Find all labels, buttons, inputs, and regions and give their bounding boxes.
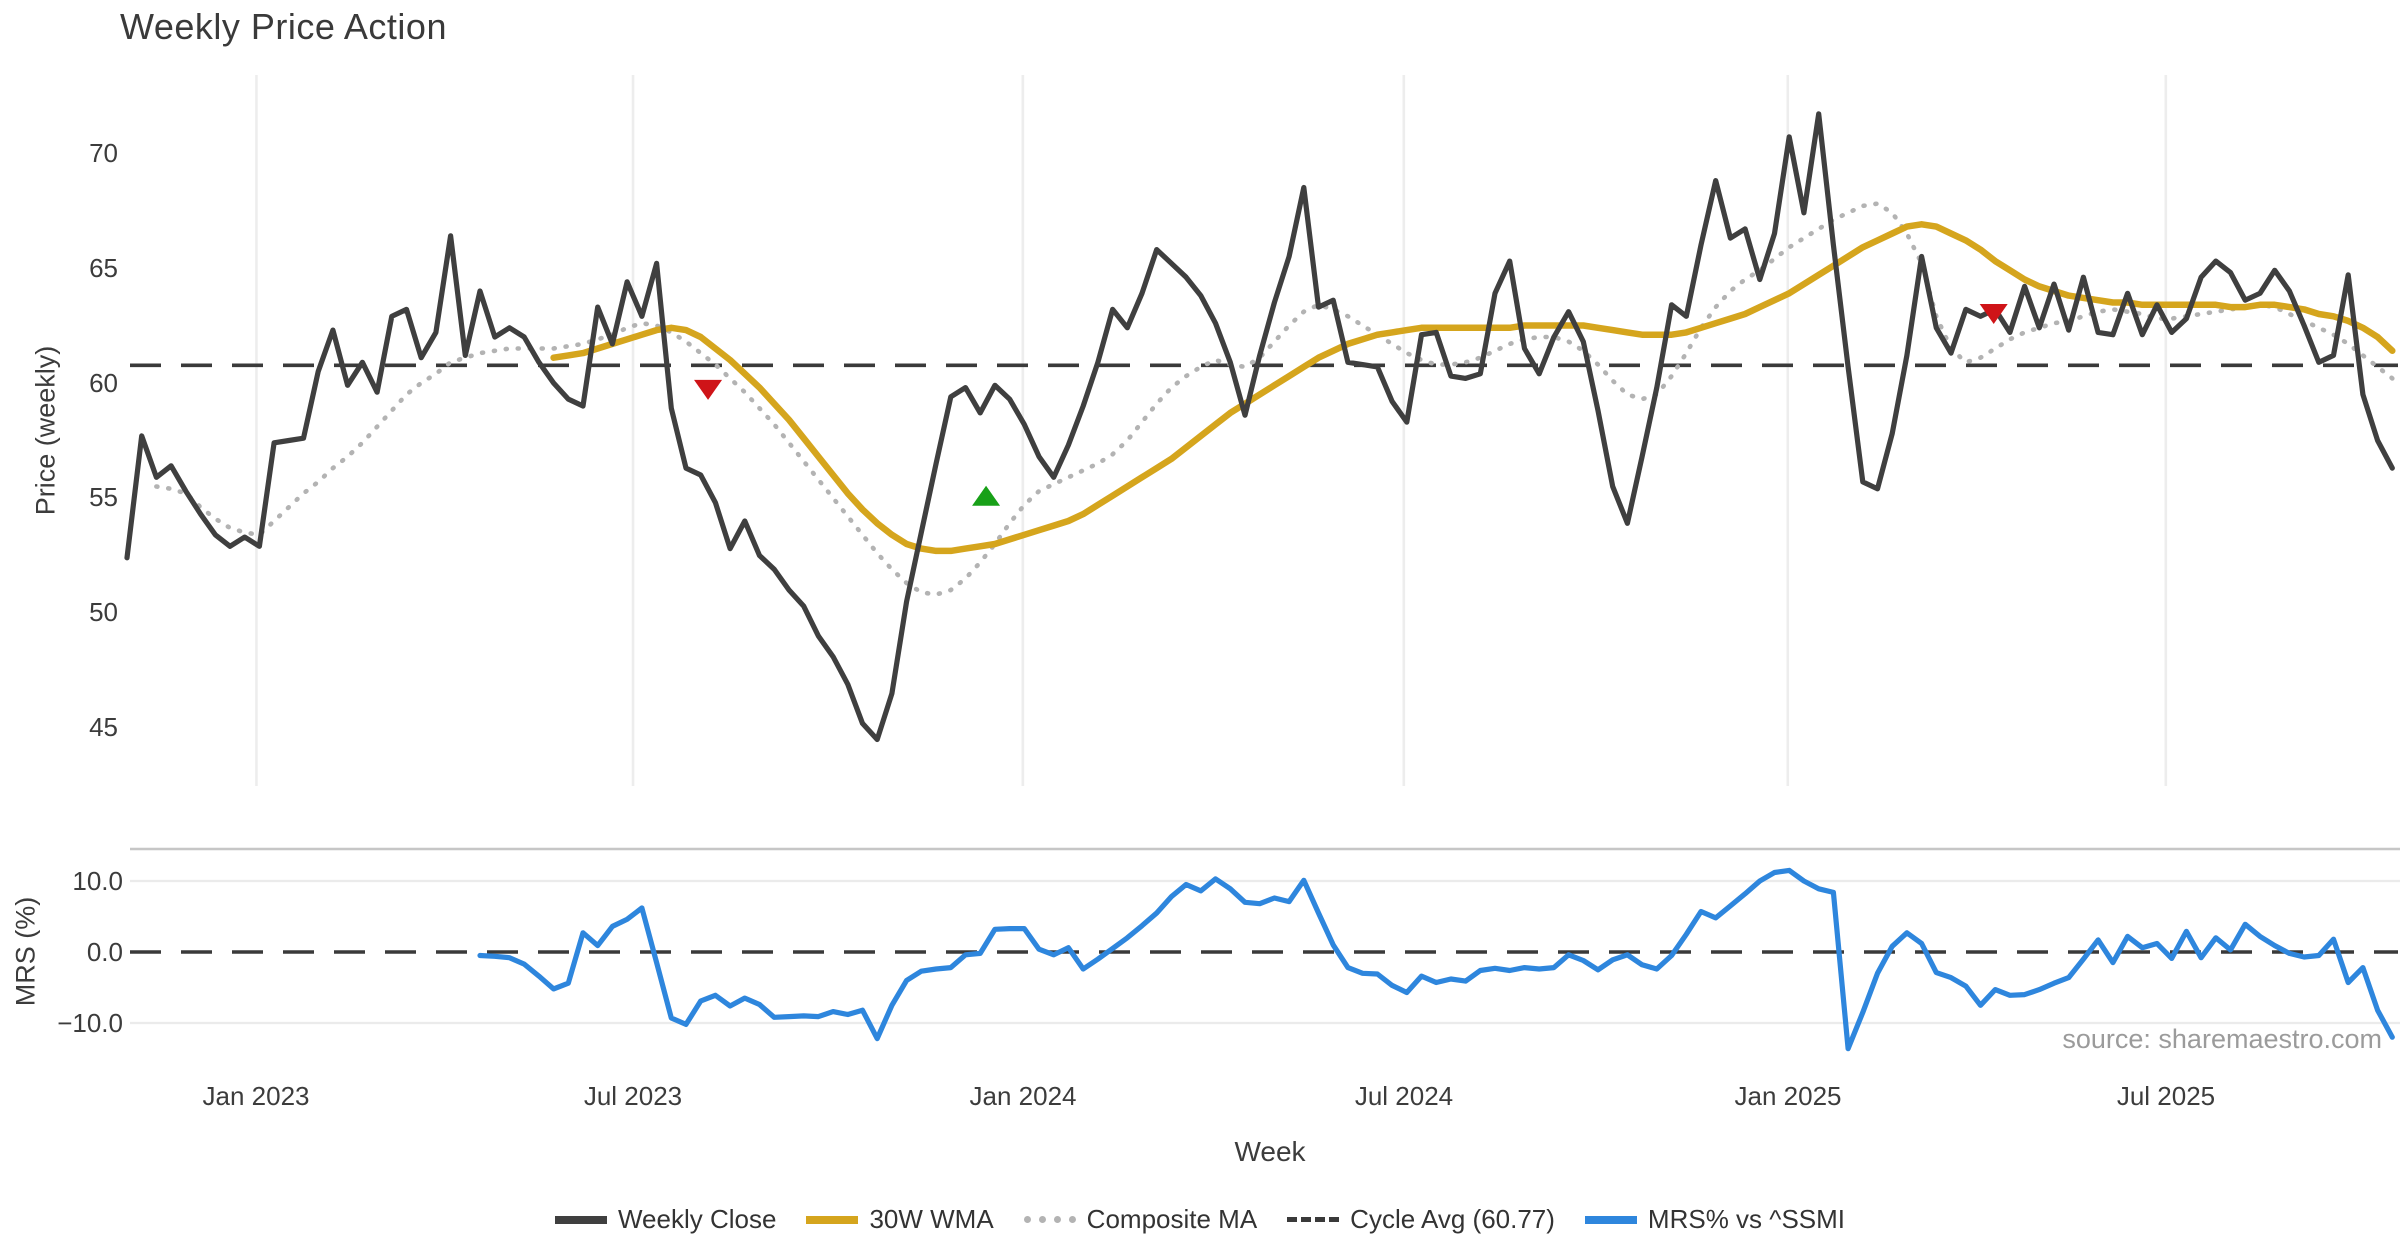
mrs-ytick-0: 0.0	[86, 937, 123, 967]
composite-swatch-icon	[1023, 1216, 1076, 1223]
chart-title: Weekly Price Action	[120, 6, 447, 47]
sell-signal-icon	[1979, 304, 2008, 324]
legend-label: MRS% vs ^SSMI	[1647, 1204, 1846, 1234]
price-gridlines	[255, 75, 2168, 786]
mrs-axis-title: MRS (%)	[10, 896, 41, 1007]
xtick-jan-2023: Jan 2023	[202, 1081, 310, 1111]
cycle-avg-swatch-icon	[1287, 1217, 1340, 1222]
wma-line	[550, 221, 2396, 555]
legend-item-cycle-avg: Cycle Avg (60.77)	[1287, 1204, 1555, 1235]
mrs-swatch-icon	[1584, 1215, 1637, 1224]
price-ytick-50: 50	[89, 597, 118, 627]
x-axis-title: Week	[1234, 1136, 1306, 1167]
legend: Weekly Close 30W WMA Composite MA Cycle …	[0, 1204, 2400, 1235]
price-ytick-65: 65	[89, 253, 118, 283]
price-ytick-45: 45	[89, 712, 118, 742]
sell-signal-icon	[694, 379, 723, 400]
legend-item-wma: 30W WMA	[806, 1204, 994, 1235]
weekly-close-swatch-icon	[554, 1215, 607, 1224]
mrs-panel-frame	[130, 847, 2400, 1025]
xtick-jan-2025: Jan 2025	[1734, 1081, 1842, 1111]
xtick-jul-2024: Jul 2024	[1354, 1081, 1454, 1111]
mrs-ytick-10: 10.0	[72, 866, 123, 896]
legend-label: Cycle Avg (60.77)	[1350, 1204, 1555, 1234]
price-ytick-55: 55	[89, 482, 118, 512]
source-credit: source: sharemaestro.com	[2062, 1024, 2382, 1054]
mrs-ytick-neg10: −10.0	[57, 1008, 123, 1038]
price-ytick-70: 70	[89, 138, 118, 168]
price-axis-title: Price (weekly)	[30, 345, 61, 516]
legend-label: 30W WMA	[869, 1204, 994, 1234]
mrs-line	[477, 867, 2395, 1052]
xtick-jan-2024: Jan 2024	[969, 1081, 1077, 1111]
legend-item-composite: Composite MA	[1023, 1204, 1258, 1235]
xtick-jul-2023: Jul 2023	[583, 1081, 683, 1111]
buy-signal-icon	[972, 485, 1001, 506]
composite-ma-line	[154, 201, 2395, 597]
legend-item-weekly-close: Weekly Close	[554, 1204, 777, 1235]
weekly-close-line	[124, 111, 2395, 743]
signal-markers	[694, 304, 2008, 506]
legend-label: Composite MA	[1086, 1204, 1258, 1234]
legend-item-mrs: MRS% vs ^SSMI	[1584, 1204, 1846, 1235]
price-ytick-60: 60	[89, 368, 118, 398]
legend-label: Weekly Close	[617, 1204, 777, 1234]
wma-swatch-icon	[806, 1215, 859, 1224]
xtick-jul-2025: Jul 2025	[2116, 1081, 2216, 1111]
